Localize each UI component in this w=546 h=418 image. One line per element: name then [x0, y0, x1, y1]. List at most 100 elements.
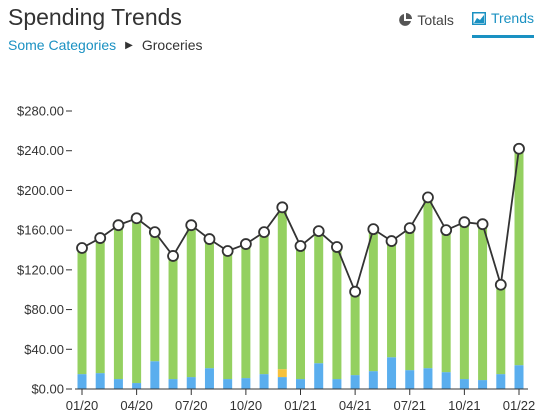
bar-segment — [95, 373, 105, 389]
x-tick-label: 04/20 — [120, 398, 153, 413]
total-point — [513, 142, 525, 155]
bar-segment — [150, 361, 160, 389]
breadcrumb: Some Categories ▶ Groceries — [8, 37, 203, 53]
bar-segment — [387, 357, 397, 389]
x-tick-label: 01/21 — [284, 398, 317, 413]
bar-segment — [441, 372, 451, 389]
total-point — [494, 278, 507, 291]
total-point — [422, 191, 434, 204]
bar-segment — [150, 232, 160, 362]
total-point — [167, 250, 179, 262]
total-point — [203, 233, 216, 245]
bar-segment — [277, 369, 287, 378]
bar-segment — [186, 377, 196, 389]
bar-segment — [204, 239, 214, 369]
tab-trends[interactable]: Trends — [471, 10, 534, 38]
bar-segment — [223, 250, 233, 380]
bar-segment — [405, 370, 415, 389]
y-tick-label: $80.00 — [24, 302, 64, 317]
bar-segment — [77, 374, 87, 389]
view-tabs: Totals Trends — [398, 10, 534, 38]
bar-segment — [296, 246, 305, 380]
bar-segment — [314, 363, 324, 389]
bar-segment — [132, 220, 142, 384]
y-tick-label: $200.00 — [17, 183, 64, 198]
bar-segment — [350, 375, 360, 389]
y-tick-label: $280.00 — [17, 104, 64, 119]
total-point — [258, 226, 270, 239]
bar-segment — [204, 368, 214, 389]
breadcrumb-separator-icon: ▶ — [125, 39, 133, 51]
x-tick-label: 01/20 — [66, 398, 99, 413]
bar-segment — [478, 224, 488, 381]
total-point — [331, 241, 343, 253]
bar-segment — [223, 379, 233, 389]
bar-segment — [296, 379, 305, 389]
total-point — [94, 232, 107, 244]
x-tick-label: 04/21 — [339, 398, 372, 413]
bar-segment — [259, 232, 269, 375]
bar-segment — [368, 371, 378, 389]
bar-segment — [168, 379, 178, 389]
bar-segment — [350, 291, 360, 376]
total-point — [76, 242, 88, 254]
tab-totals-label: Totals — [417, 11, 454, 28]
bar-segment — [514, 148, 524, 366]
bar-segment — [423, 368, 433, 389]
header: Spending Trends Some Categories ▶ Grocer… — [8, 4, 546, 64]
tab-trends-label: Trends — [490, 10, 534, 26]
bar-segment — [259, 374, 269, 389]
bar-segment — [459, 222, 469, 380]
bar-segment — [277, 207, 287, 370]
bar-segment — [478, 380, 488, 389]
total-point — [312, 225, 325, 238]
y-tick-label: $40.00 — [24, 342, 64, 357]
bar-segment — [332, 379, 342, 389]
x-tick-label: 07/20 — [175, 398, 208, 413]
bar-segment — [186, 225, 196, 378]
bar-segment — [314, 231, 324, 364]
bar-segment — [459, 379, 469, 389]
x-tick-label: 01/22 — [503, 398, 536, 413]
bar-segment — [132, 383, 142, 389]
y-tick-label: $160.00 — [17, 223, 64, 238]
total-point — [239, 238, 252, 250]
bar-segment — [332, 247, 342, 380]
total-point — [185, 219, 198, 232]
x-tick-label: 07/21 — [393, 398, 426, 413]
x-tick-label: 10/21 — [448, 398, 481, 413]
total-point — [221, 245, 234, 257]
y-tick-label: $120.00 — [17, 262, 64, 277]
bar-segment — [241, 378, 251, 389]
bar-segment — [168, 255, 178, 380]
bar-segment — [95, 238, 105, 374]
total-point — [367, 223, 380, 236]
bar-segment — [423, 197, 433, 369]
breadcrumb-current: Groceries — [141, 37, 203, 53]
bar-segment — [277, 377, 287, 389]
bar-segment — [368, 229, 378, 372]
x-tick-label: 10/20 — [230, 398, 263, 413]
bar-segment — [77, 249, 87, 375]
total-point — [440, 224, 453, 237]
total-point — [349, 285, 362, 298]
total-point — [458, 216, 471, 229]
total-point — [148, 226, 161, 239]
tab-totals[interactable]: Totals — [398, 10, 454, 38]
pie-chart-icon — [399, 12, 413, 26]
bar-segment — [405, 228, 415, 371]
breadcrumb-parent-link[interactable]: Some Categories — [8, 37, 117, 53]
bar-segment — [241, 244, 251, 379]
total-point — [112, 219, 125, 232]
bar-segment — [441, 230, 451, 373]
page-title: Spending Trends — [8, 4, 182, 30]
area-chart-icon — [471, 11, 486, 25]
total-point — [294, 240, 307, 252]
bar-segment — [496, 284, 506, 375]
total-point — [476, 218, 489, 231]
bar-segment — [387, 241, 397, 358]
total-point — [276, 201, 289, 214]
y-tick-label: $240.00 — [17, 143, 64, 158]
bar-segment — [496, 374, 506, 389]
bar-segment — [113, 225, 123, 380]
